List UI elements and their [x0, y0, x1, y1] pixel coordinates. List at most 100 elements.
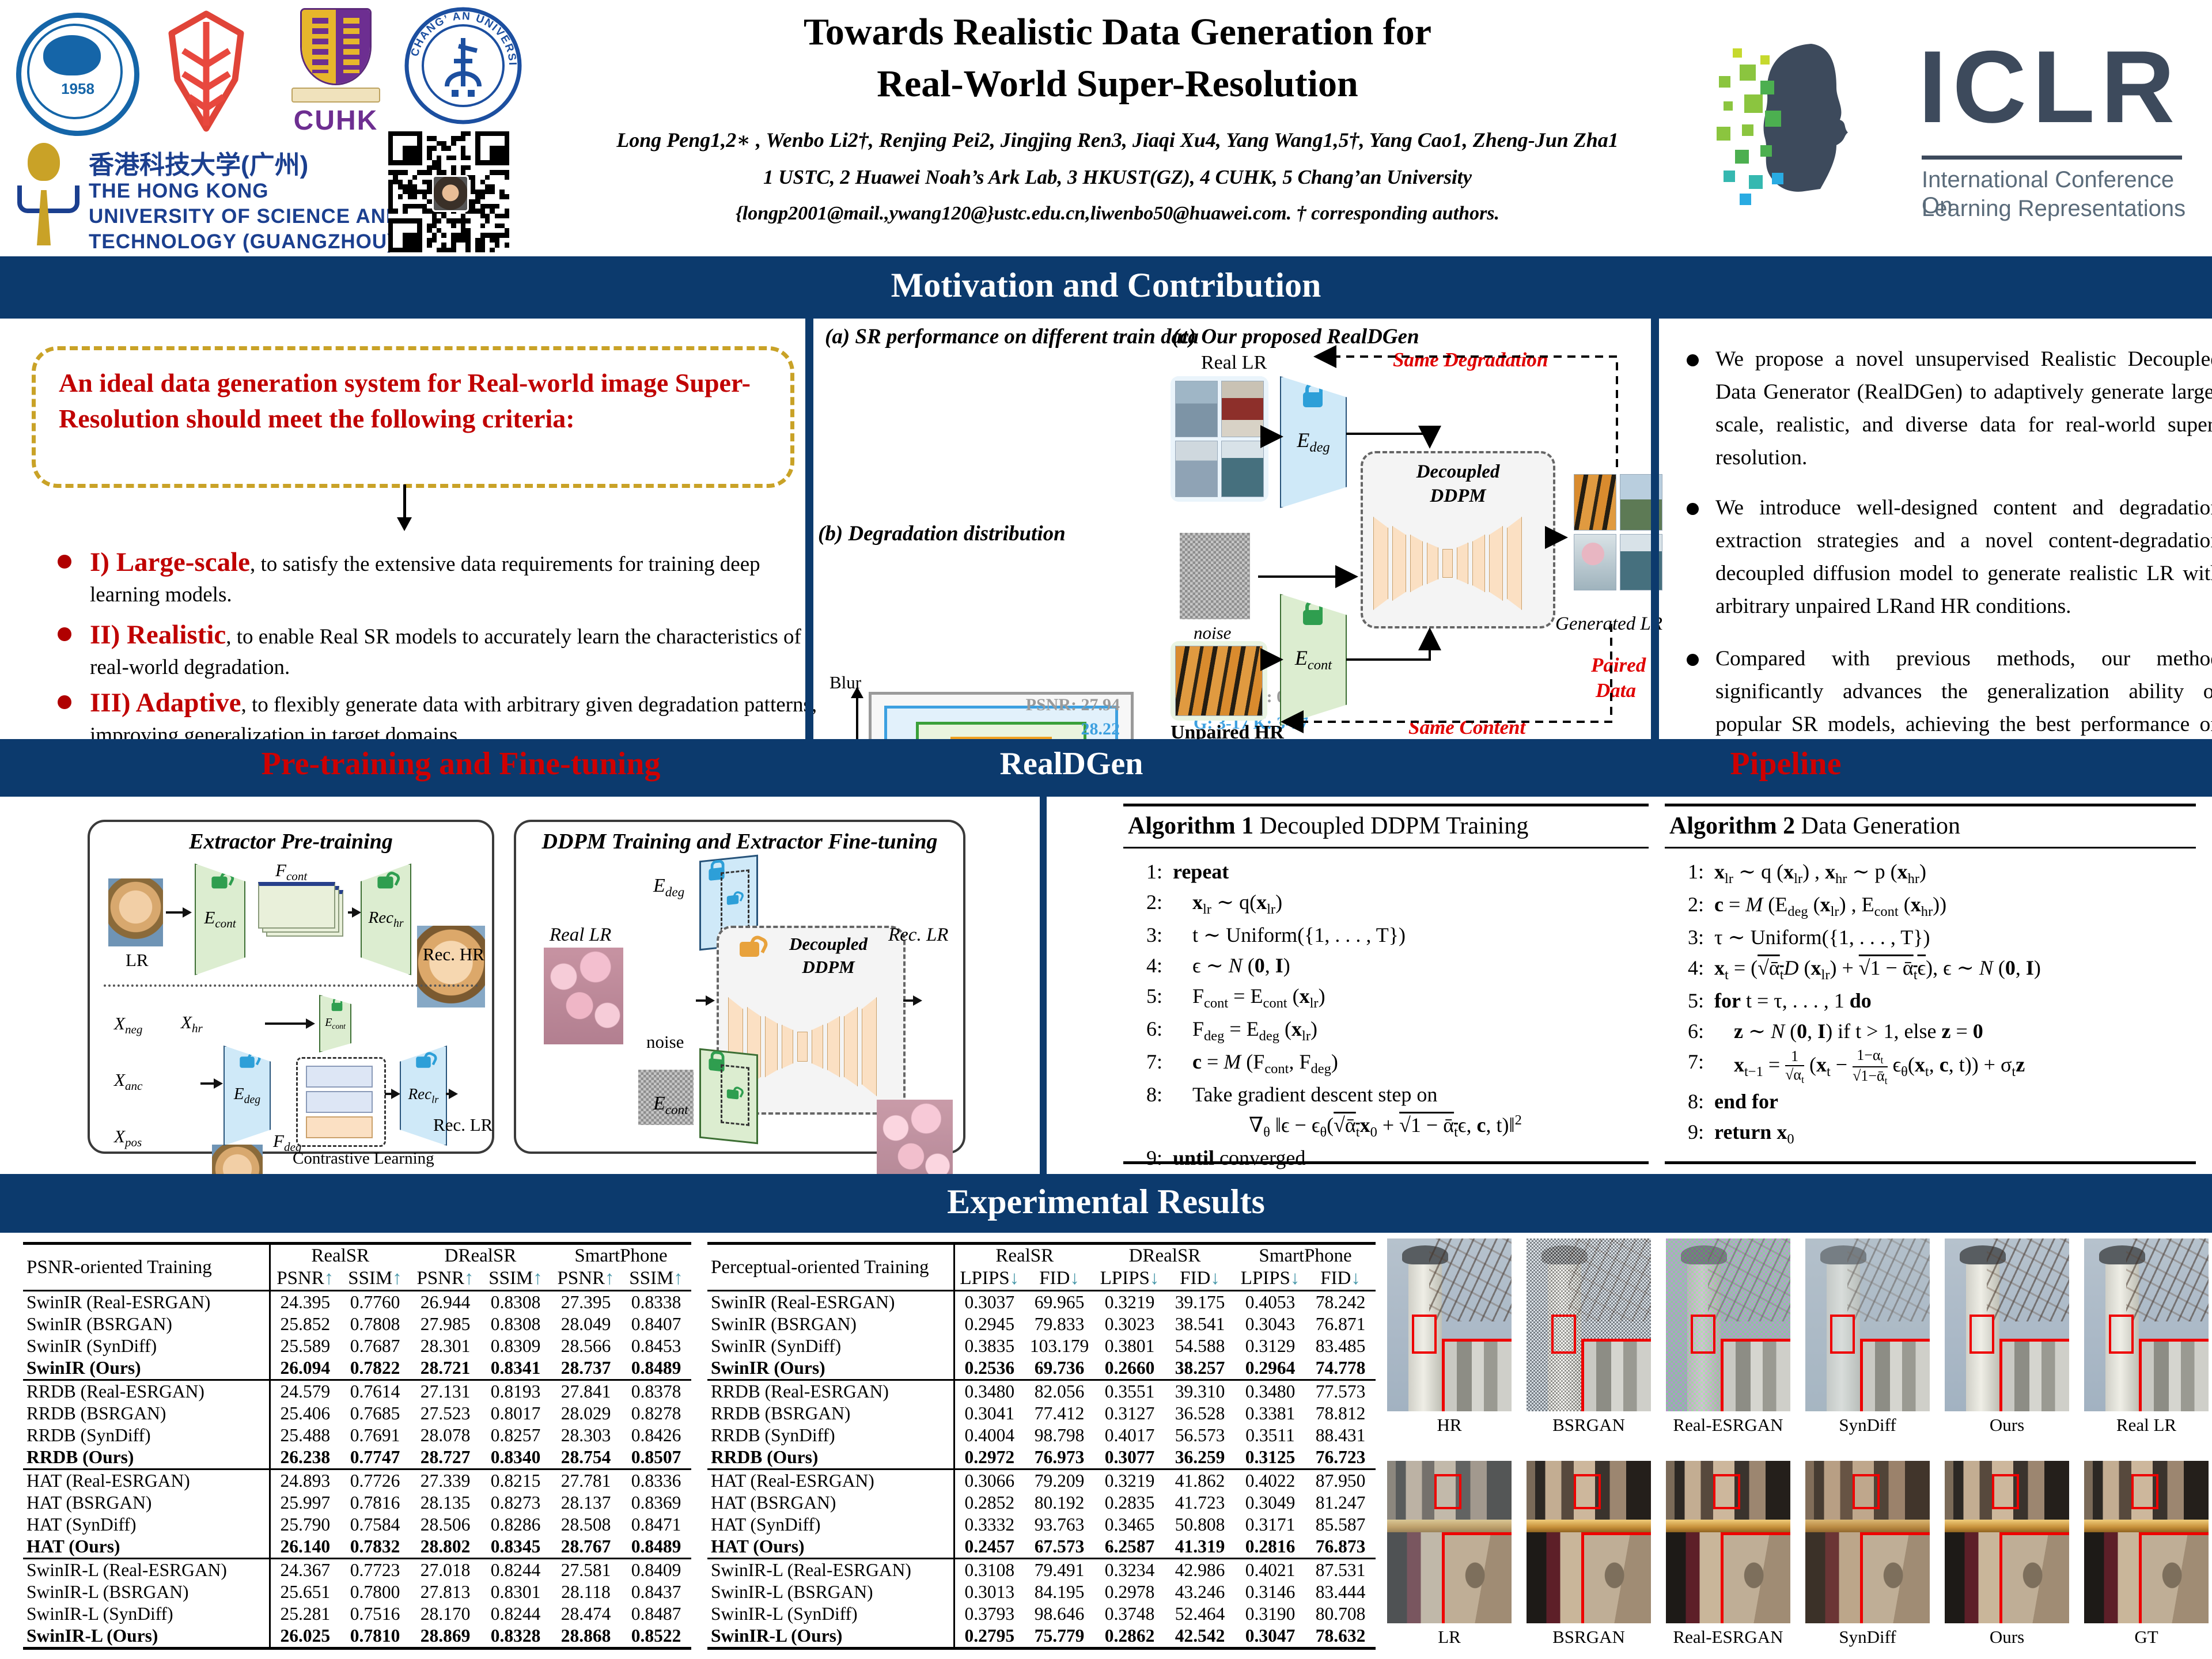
metric-value: 28.506 [420, 1514, 471, 1535]
line-number: 3: [1687, 926, 1704, 949]
metric-value: 0.7516 [350, 1604, 400, 1624]
metric-value: 24.579 [270, 1379, 340, 1403]
metric-value: 0.2457 [964, 1536, 1015, 1556]
table-row: RRDB (BSRGAN) 0.3041 77.412 0.3127 36.528 0.3… [707, 1403, 1376, 1425]
tree-branches [1987, 1238, 2069, 1321]
gallery-image [1805, 1461, 1930, 1623]
algorithm-line: 8: Take gradient descent step on [1126, 1080, 1646, 1110]
method-name: RRDB (BSRGAN) [23, 1403, 271, 1425]
metric-value: 0.7726 [340, 1468, 410, 1492]
real-lr-photo [544, 948, 623, 1044]
metric-value: 84.195 [1034, 1582, 1085, 1602]
closet-rail [1387, 1519, 1512, 1533]
column-divider-1 [805, 319, 813, 739]
table-row: RRDB (SynDiff) 0.4004 98.798 0.4017 56.573 0.… [707, 1425, 1376, 1446]
metric-value: 0.3332 [964, 1514, 1015, 1535]
metric-value: 0.8244 [480, 1558, 551, 1581]
gallery-image [1805, 1238, 1930, 1411]
label-rec-lr: Rec. LR [433, 1115, 493, 1135]
table-row: HAT (SynDiff) 25.790 0.7584 28.506 0.8286 28.… [23, 1514, 691, 1536]
table-row: HAT (SynDiff) 0.3332 93.763 0.3465 50.808 0.3… [707, 1514, 1376, 1536]
metric-value: 76.871 [1315, 1314, 1366, 1334]
label-contrastive: Contrastive Learning [293, 1149, 434, 1168]
fig-c-connectors [1258, 345, 1618, 733]
hkust-name-line3: TECHNOLOGY (GUANGZHOU) [89, 230, 395, 253]
table-caption: Perceptual-oriented Training [707, 1243, 955, 1291]
gallery-image [2084, 1461, 2209, 1623]
metric-value: 69.965 [1034, 1292, 1085, 1312]
poster-title-line1: Towards Realistic Data Generation for [803, 11, 1432, 53]
contribution-item: We introduce well-designed content and d… [1683, 491, 2212, 623]
metric-value: 0.8286 [490, 1514, 541, 1535]
method-name: SwinIR (BSRGAN) [707, 1313, 955, 1335]
poster-title-line2: Real-World Super-Resolution [877, 63, 1358, 105]
metric-value: 0.2945 [964, 1314, 1015, 1334]
closet-rail [1945, 1519, 2069, 1533]
metric-value: 24.893 [270, 1468, 340, 1492]
method-name: HAT (BSRGAN) [707, 1492, 955, 1514]
rec-hr-photo [417, 926, 485, 1007]
metric-value: 0.2978 [1104, 1582, 1155, 1602]
metric-value: 0.3234 [1094, 1558, 1165, 1581]
metric-value: 0.8301 [490, 1582, 541, 1602]
metric-value: 80.708 [1315, 1604, 1366, 1624]
algorithm-1-number: Algorithm 1 [1128, 813, 1254, 839]
metric-value: 83.485 [1315, 1336, 1366, 1356]
label-rec-hr: Rec. HR [423, 944, 484, 964]
metric-value: 25.488 [280, 1425, 331, 1445]
gallery-image [2084, 1238, 2209, 1411]
metric-value: 25.997 [280, 1493, 331, 1513]
unlock-icon [377, 876, 393, 889]
rec-hr-decoder: Rechr [361, 863, 411, 975]
gallery-image [1945, 1238, 2069, 1411]
unlock-icon [211, 876, 228, 889]
metric-value: 28.802 [420, 1536, 471, 1556]
metric-value: 0.8338 [631, 1292, 681, 1312]
method-name: SwinIR-L (Real-ESRGAN) [23, 1558, 271, 1581]
algorithm-line: 4: ϵ ∼ N (0, I) [1126, 950, 1646, 981]
metric-value: 28.737 [560, 1358, 611, 1378]
table-row: RRDB (SynDiff) 25.488 0.7691 28.078 0.8257 28… [23, 1425, 691, 1446]
table-row: HAT (Real-ESRGAN) 0.3066 79.209 0.3219 41.86… [707, 1468, 1376, 1492]
gallery-figure: BSRGAN [1527, 1461, 1651, 1647]
iclr-rule [1922, 156, 2182, 160]
metric-value: 69.736 [1034, 1358, 1085, 1378]
metric-value: 0.3127 [1104, 1403, 1155, 1423]
gallery-figure: Ours [1945, 1238, 2069, 1435]
zoom-box-large [1581, 1339, 1651, 1411]
section-banner-motivation: Motivation and Contribution [0, 256, 2212, 319]
metric-value: 0.8507 [631, 1447, 681, 1467]
metric-value: 78.242 [1315, 1292, 1366, 1312]
line-content: xt = (√ᾱtD (xlr) + √1 − ᾱtϵ), ϵ ∼ N (0, … [1714, 956, 2041, 983]
metric-value: 0.3381 [1245, 1403, 1296, 1423]
line-content: ϵ ∼ N (0, I) [1192, 953, 1290, 977]
line-content: repeat [1173, 860, 1229, 883]
e-cont-module [699, 1048, 758, 1145]
contact-line: {longp2001@mail.,ywang120@}ustc.edu.cn,l… [735, 203, 1500, 224]
section-banner-row2: Pre-training and Fine-tuning RealDGen Pi… [0, 739, 2212, 797]
arrow [200, 1078, 223, 1089]
method-name: SwinIR (BSRGAN) [23, 1313, 271, 1335]
metric-value: 27.841 [551, 1379, 622, 1403]
arrow [166, 907, 192, 918]
metric-value: 0.3041 [964, 1403, 1015, 1423]
gallery-image [1666, 1238, 1790, 1411]
metric-value: 0.2660 [1104, 1358, 1155, 1378]
metric-value: 28.727 [420, 1447, 471, 1467]
table-row: SwinIR (SynDiff) 25.589 0.7687 28.301 0.8309… [23, 1335, 691, 1357]
method-name: RRDB (BSRGAN) [707, 1403, 955, 1425]
table-row: HAT (BSRGAN) 0.2852 80.192 0.2835 41.723 0.30… [707, 1492, 1376, 1514]
arrow [446, 1089, 458, 1099]
algorithm-line: 3: t ∼ Uniform({1, . . . , T}) [1126, 920, 1646, 950]
metric-value: 0.8244 [490, 1604, 541, 1624]
algorithm-line: 6: z ∼ N (0, I) if t > 1, else z = 0 [1667, 1016, 2194, 1047]
metric-value: 0.7822 [350, 1358, 400, 1378]
hkust-gz-logo: 香港科技大学(广州) THE HONG KONG UNIVERSITY OF S… [15, 142, 533, 257]
tree-branches [1429, 1238, 1512, 1321]
metric-value: 0.3793 [964, 1604, 1015, 1624]
metric-value: 0.7685 [350, 1403, 400, 1423]
metric-header: LPIPS↓ [1240, 1268, 1300, 1289]
rec-lr-label: Reclr [408, 1085, 439, 1105]
metric-value: 83.444 [1315, 1582, 1366, 1602]
metric-value: 77.412 [1034, 1403, 1085, 1423]
